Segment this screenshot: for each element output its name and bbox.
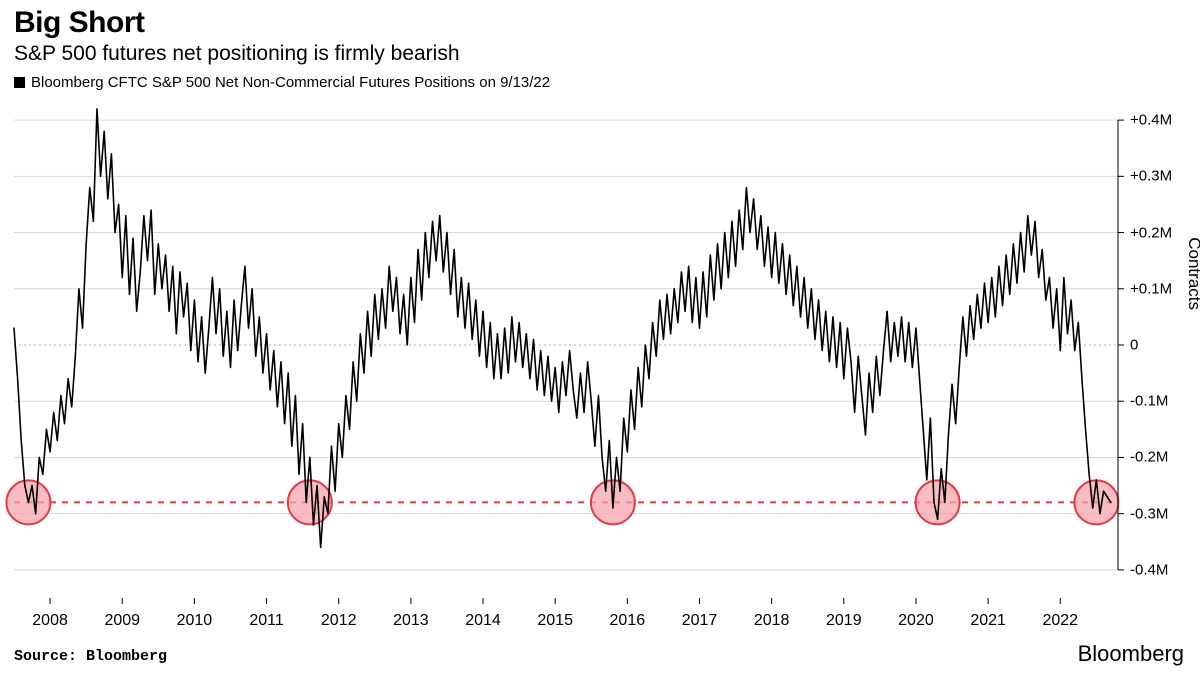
y-axis-title: Contracts <box>1184 237 1200 310</box>
x-tick-label: 2017 <box>682 612 718 630</box>
x-tick-label: 2018 <box>754 612 790 630</box>
x-tick-label: 2022 <box>1042 612 1078 630</box>
x-tick-label: 2013 <box>393 612 429 630</box>
chart-title: Big Short <box>14 6 145 40</box>
x-tick-label: 2009 <box>104 612 140 630</box>
x-tick-label: 2008 <box>32 612 68 630</box>
y-tick-label: +0.2M <box>1130 224 1172 241</box>
chart-subtitle: S&P 500 futures net positioning is firml… <box>14 42 460 66</box>
y-tick-label: +0.4M <box>1130 112 1172 129</box>
y-tick-label: +0.1M <box>1130 280 1172 297</box>
x-tick-label: 2015 <box>537 612 573 630</box>
brand-logo: Bloomberg <box>1078 641 1184 667</box>
y-tick-label: -0.3M <box>1130 505 1168 522</box>
chart-container: { "header": { "title": "Big Short", "sub… <box>0 0 1200 675</box>
y-tick-label: 0 <box>1130 337 1138 354</box>
y-tick-label: +0.3M <box>1130 168 1172 185</box>
x-tick-label: 2012 <box>321 612 357 630</box>
chart-legend: Bloomberg CFTC S&P 500 Net Non-Commercia… <box>14 74 550 91</box>
x-tick-label: 2011 <box>249 612 283 630</box>
x-tick-label: 2021 <box>970 612 1006 630</box>
x-tick-label: 2010 <box>177 612 213 630</box>
x-axis-labels: 2008 2009 2010 2011 2012 2013 2014 2015 2016 2017… <box>0 612 1200 636</box>
legend-swatch <box>14 77 25 88</box>
x-tick-label: 2019 <box>826 612 862 630</box>
source-attribution: Source: Bloomberg <box>14 648 167 665</box>
y-tick-label: -0.4M <box>1130 561 1168 578</box>
x-tick-label: 2016 <box>610 612 646 630</box>
y-tick-label: -0.2M <box>1130 449 1168 466</box>
legend-label: Bloomberg CFTC S&P 500 Net Non-Commercia… <box>31 74 550 91</box>
x-tick-label: 2014 <box>465 612 501 630</box>
y-tick-label: -0.1M <box>1130 393 1168 410</box>
x-tick-label: 2020 <box>898 612 934 630</box>
chart-plot <box>0 92 1200 612</box>
